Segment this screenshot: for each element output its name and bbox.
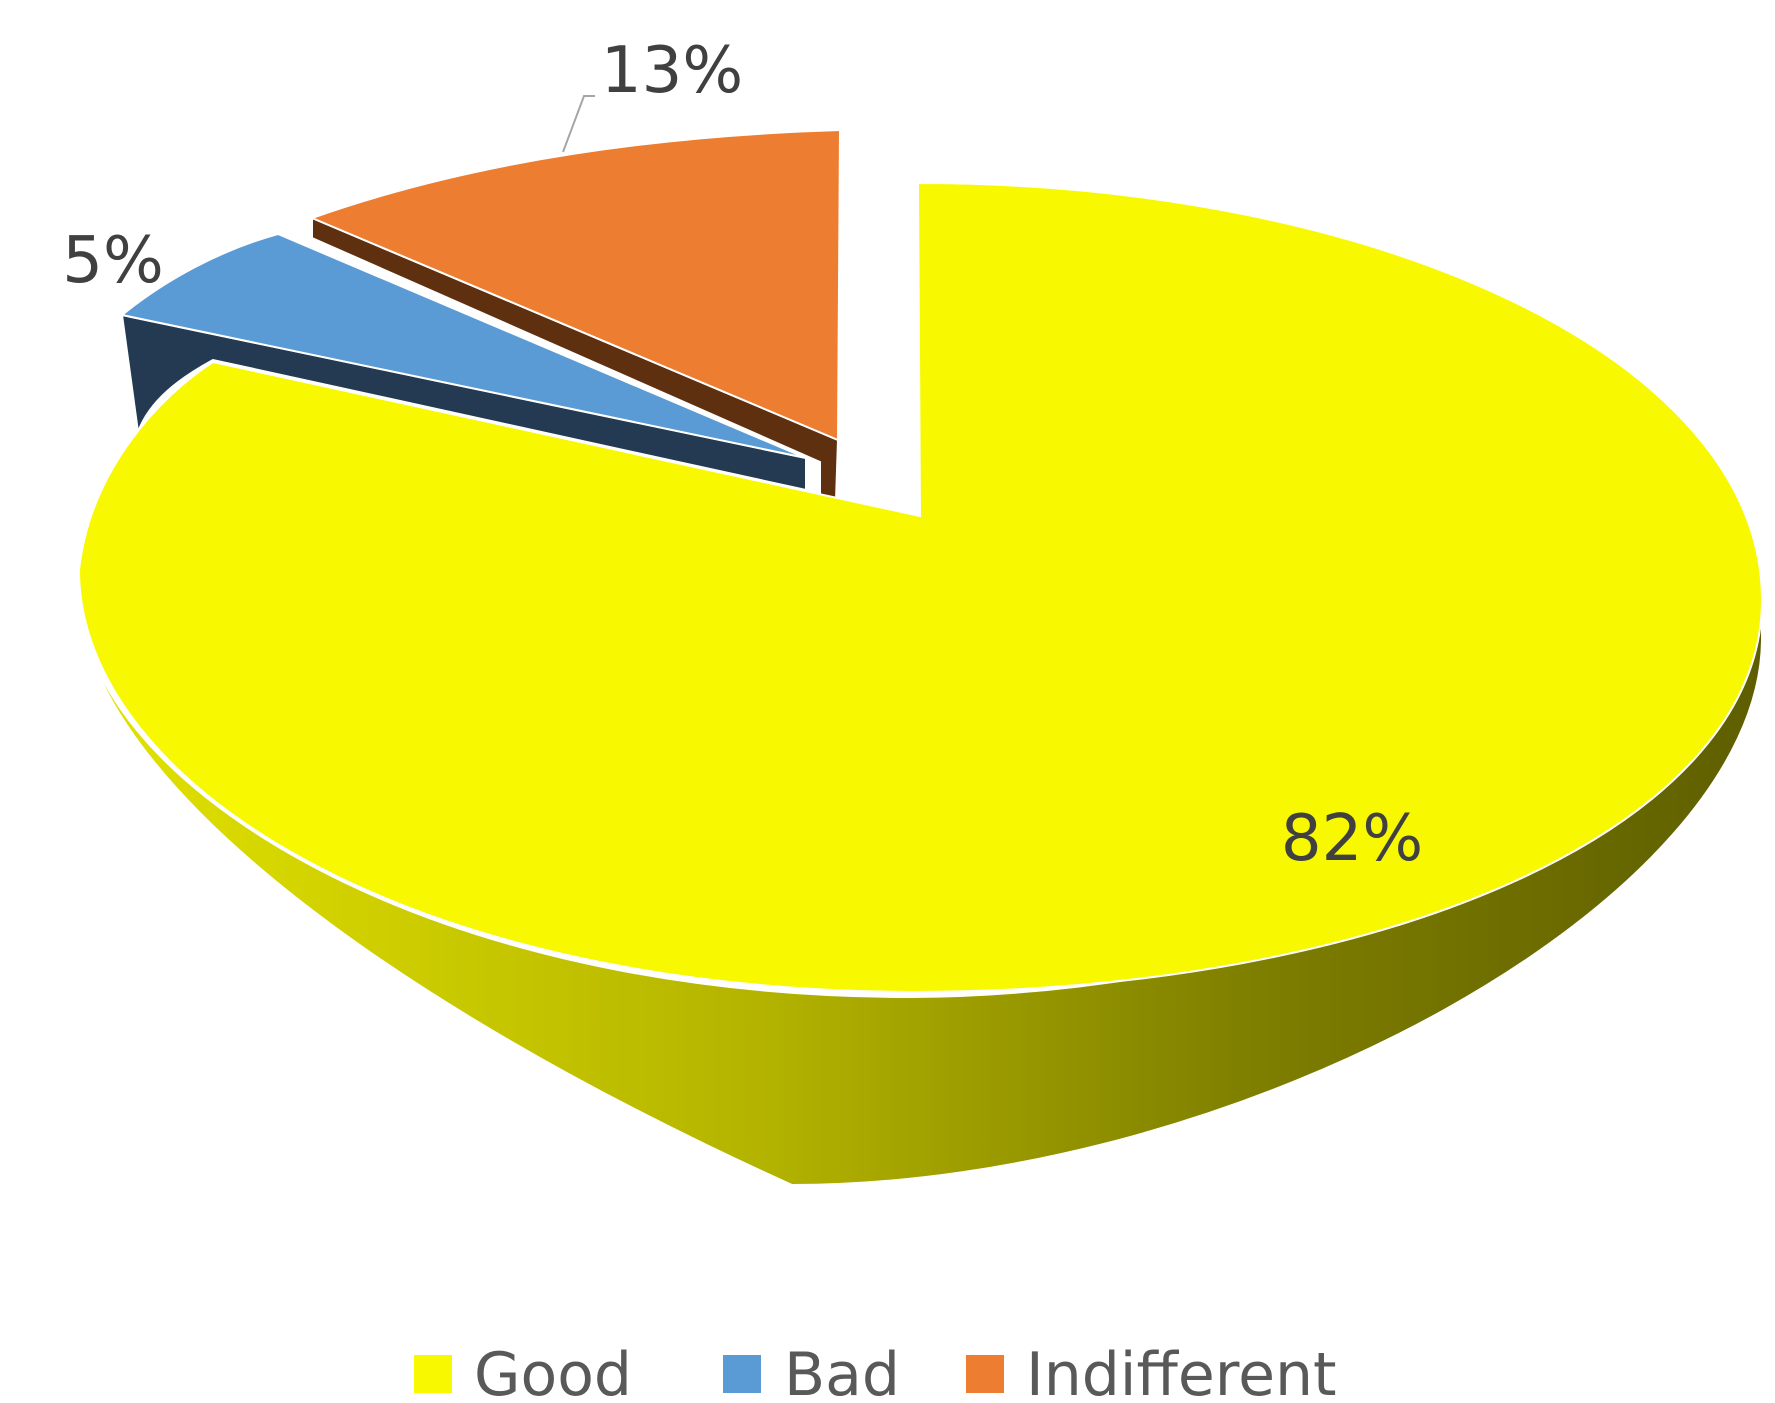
slice-good-side	[78, 574, 1763, 1187]
data-label-bad: 5%	[62, 224, 164, 298]
slice-good	[77, 181, 1764, 994]
legend-swatch-bad	[723, 1355, 761, 1393]
legend-swatch-indifferent	[966, 1355, 1004, 1393]
data-label-indifferent: 13%	[601, 34, 743, 108]
slice-indifferent	[309, 128, 842, 442]
legend: Good Bad Indifferent	[414, 1340, 1337, 1403]
data-label-good: 82%	[1281, 802, 1423, 876]
slice-bad-side	[120, 313, 807, 492]
slice-bad	[119, 232, 807, 459]
legend-label-indifferent: Indifferent	[1026, 1340, 1337, 1403]
legend-swatch-good	[414, 1355, 452, 1393]
leader-line-indifferent	[562, 95, 595, 153]
legend-label-bad: Bad	[784, 1340, 900, 1403]
legend-label-good: Good	[474, 1340, 632, 1403]
